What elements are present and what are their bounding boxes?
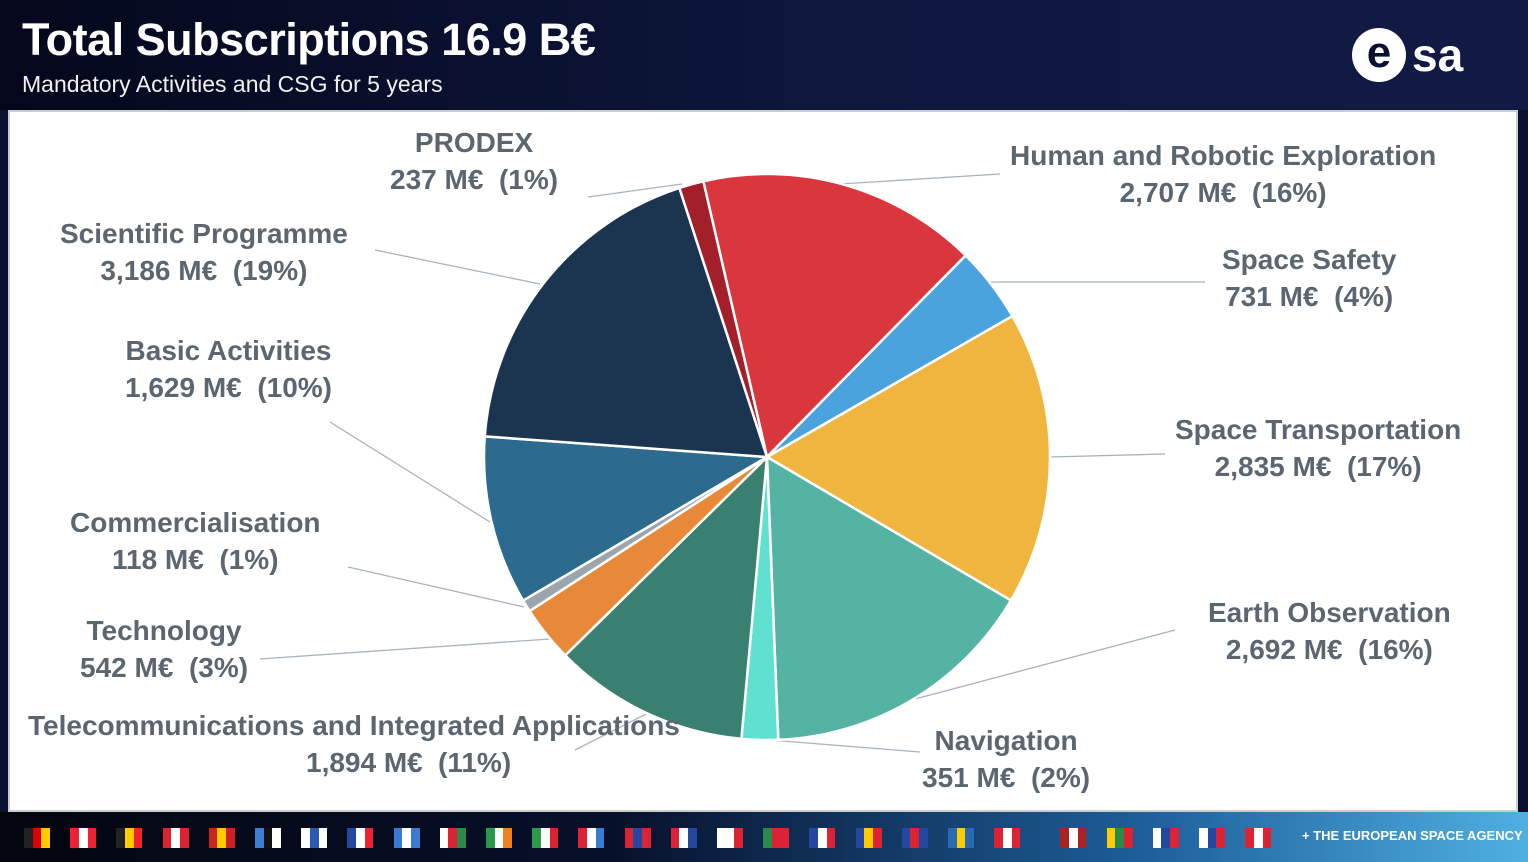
pie-slice-basic-activities: [482, 435, 772, 603]
slice-value: 542 M€: [80, 652, 174, 683]
member-state-flag-icon: [717, 828, 744, 848]
slice-pct: (19%): [232, 255, 308, 286]
slice-value: 351 M€: [922, 762, 1016, 793]
member-state-flag-icon: [301, 828, 328, 848]
slice-pct: (1%): [219, 544, 279, 575]
slice-name: PRODEX: [414, 127, 534, 158]
slice-pct: (3%): [188, 652, 249, 683]
footer: + THE EUROPEAN SPACE AGENCY: [0, 812, 1528, 862]
slice-name: Space Safety: [1222, 244, 1397, 275]
member-state-flag-icon: [670, 828, 697, 848]
member-state-flag-icon: [1152, 828, 1179, 848]
slice-name: Technology: [86, 615, 242, 646]
slice-label: Basic Activities 1,629 M€ (10%): [125, 332, 332, 406]
slice-name: Telecommunications and Integrated Applic…: [28, 710, 680, 741]
slice-label: PRODEX 237 M€ (1%): [390, 124, 558, 198]
pie-chart: [259, 172, 1205, 753]
slice-pct: (1%): [498, 164, 559, 195]
leader-line: [374, 249, 541, 285]
member-state-flag-icon: [948, 828, 975, 848]
member-state-flag-icon: [855, 828, 882, 848]
leader-line: [1049, 453, 1166, 458]
slice-name: Navigation: [934, 725, 1078, 756]
member-state-flag-icon: [532, 828, 559, 848]
esa-logo-text: sa: [1412, 29, 1464, 81]
member-state-flag-icon: [486, 828, 513, 848]
member-state-flag-icon: [1060, 828, 1087, 848]
leader-line: [914, 629, 1176, 700]
member-state-flag-icon: [578, 828, 605, 848]
chart-panel: Human and Robotic Exploration 2,707 M€ (1…: [8, 110, 1518, 812]
slice-value: 2,835 M€: [1214, 451, 1332, 482]
slice-pct: (10%): [257, 372, 333, 403]
leader-line: [839, 173, 1001, 185]
slice-pct: (16%): [1358, 634, 1433, 665]
slice-label: Telecommunications and Integrated Applic…: [28, 707, 680, 781]
slice-value: 1,894 M€: [306, 747, 423, 778]
page-subtitle: Mandatory Activities and CSG for 5 years: [22, 71, 443, 97]
slice-label: Human and Robotic Exploration 2,707 M€ (1…: [1010, 137, 1436, 211]
slice-value: 731 M€: [1225, 281, 1319, 312]
agency-tagline: + THE EUROPEAN SPACE AGENCY: [1302, 828, 1523, 843]
member-state-flag-icon: [1199, 828, 1226, 848]
member-state-flag-icon: [208, 828, 235, 848]
slice-pct: (17%): [1346, 451, 1422, 482]
slice-label: Space Transportation 2,835 M€ (17%): [1175, 411, 1461, 485]
member-state-flag-icon: [439, 828, 466, 848]
pie-slice-human-and-robotic-exploration: [701, 172, 968, 460]
member-state-flag-icon: [624, 828, 651, 848]
slice-name: Earth Observation: [1208, 597, 1451, 628]
member-state-flag-icon: [901, 828, 928, 848]
pie-slice-earth-observation: [765, 454, 1013, 742]
member-state-flag-icon: [255, 828, 282, 848]
member-state-flag-icon: [1245, 828, 1272, 848]
slice-name: Commercialisation: [70, 507, 321, 538]
slice-value: 118 M€: [111, 544, 204, 575]
slice-name: Basic Activities: [125, 335, 332, 366]
member-state-flag-icon: [70, 828, 97, 848]
esa-logo-icon: e: [1352, 28, 1406, 82]
member-state-flag-icon: [347, 828, 374, 848]
pie-slice-telecommunications-and-integrated-applications: [563, 453, 769, 741]
member-state-flag-icon: [994, 828, 1021, 848]
slice-pct: (11%): [438, 747, 512, 778]
slice-pct: (4%): [1334, 281, 1394, 312]
member-state-flag-icon: [763, 828, 790, 848]
pie-slice-space-transportation: [764, 314, 1052, 603]
page-title: Total Subscriptions 16.9 B€: [22, 14, 596, 65]
slice-pct: (2%): [1030, 762, 1091, 793]
leader-line: [259, 638, 551, 660]
slice-label: Earth Observation 2,692 M€ (16%): [1208, 594, 1451, 668]
pie-slice-prodex: [677, 179, 769, 458]
member-state-flag-icon: [1106, 828, 1133, 848]
slice-value: 237 M€: [390, 164, 484, 195]
pie-slice-scientific-programme: [483, 186, 769, 459]
leader-line: [574, 713, 647, 751]
slice-name: Human and Robotic Exploration: [1010, 140, 1437, 171]
slice-label: Navigation 351 M€ (2%): [922, 722, 1090, 796]
esa-logo: e sa: [1352, 28, 1463, 82]
slice-label: Scientific Programme 3,186 M€ (19%): [60, 215, 348, 289]
member-state-flag-icon: [393, 828, 420, 848]
member-state-flag-icon: [116, 828, 143, 848]
member-state-flag-icon: [809, 828, 836, 848]
slice-label: Commercialisation 118 M€ (1%): [70, 504, 321, 578]
slice-name: Space Transportation: [1175, 414, 1462, 445]
slice-value: 3,186 M€: [100, 255, 218, 286]
member-state-flag-icon: [24, 828, 51, 848]
leader-line: [587, 183, 683, 198]
slice-value: 1,629 M€: [125, 372, 242, 403]
slice-pct: (16%): [1251, 177, 1327, 208]
header: Total Subscriptions 16.9 B€ Mandatory Ac…: [0, 0, 1528, 110]
slice-value: 2,707 M€: [1119, 177, 1237, 208]
slice-name: Scientific Programme: [60, 218, 348, 249]
leader-line: [347, 566, 525, 608]
leader-line: [769, 739, 921, 753]
slice-label: Technology 542 M€ (3%): [80, 612, 248, 686]
member-state-flag-icon: [162, 828, 189, 848]
leader-line: [329, 421, 491, 523]
slice-value: 2,692 M€: [1225, 634, 1343, 665]
slice-label: Space Safety 731 M€ (4%): [1222, 241, 1396, 315]
